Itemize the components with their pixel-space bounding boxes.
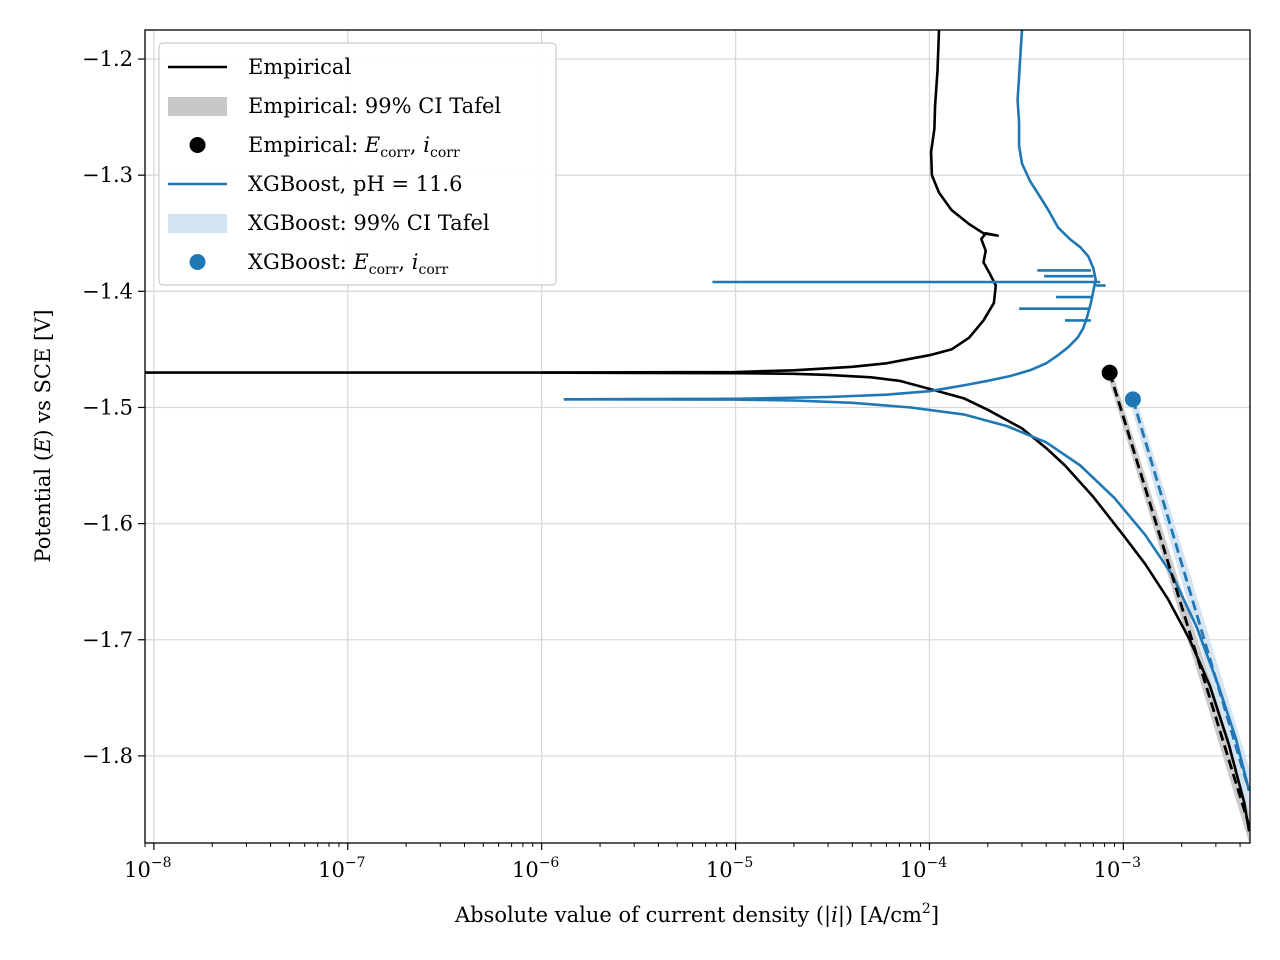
- legend-label: Empirical: Ecorr, icorr: [248, 133, 460, 161]
- legend-item: Empirical: Ecorr, icorr: [189, 133, 460, 161]
- legend-item: Empirical: [168, 55, 351, 79]
- y-tick-label: −1.8: [82, 744, 133, 768]
- y-tick-label: −1.5: [82, 395, 133, 419]
- tafel-fit-line: [1131, 398, 1251, 792]
- corrosion-point-marker: [1101, 364, 1118, 381]
- legend-label: Empirical: [248, 55, 351, 79]
- x-tick-label: 10−6: [512, 855, 559, 882]
- x-tick-label: 10−4: [900, 855, 947, 882]
- ticks: [138, 58, 1241, 850]
- y-axis-label: Potential (E) vs SCE [V]: [31, 309, 55, 562]
- legend-item: XGBoost, pH = 11.6: [168, 172, 462, 196]
- legend-label: XGBoost, pH = 11.6: [248, 172, 462, 196]
- tick-labels: 10−8 10−7 10−6 10−5 10−4 10−3 −1.2 −1.3 −1.4 −1.5…: [82, 47, 1141, 882]
- tafel-ci-band: [1129, 399, 1250, 814]
- tafel-fit-line: [1108, 372, 1251, 827]
- y-tick-label: −1.3: [82, 163, 133, 187]
- legend-band-swatch: [168, 214, 227, 233]
- legend-frame: [158, 42, 557, 286]
- corrosion-points: [1101, 364, 1141, 408]
- tafel-bands: [1106, 372, 1250, 843]
- x-tick-label: 10−8: [124, 855, 171, 882]
- legend-item: Empirical: 99% CI Tafel: [168, 94, 501, 118]
- axes-frame: [144, 29, 1251, 844]
- tafel-ci-band: [1106, 372, 1250, 843]
- y-tick-label: −1.4: [82, 279, 133, 303]
- tafel-lines: [1108, 372, 1251, 827]
- x-tick-label: 10−7: [318, 855, 365, 882]
- x-axis-label: Absolute value of current density (|i|) …: [454, 901, 939, 928]
- series-line: [563, 397, 1251, 792]
- legend-label: XGBoost: 99% CI Tafel: [248, 211, 490, 235]
- legend-marker-swatch: [189, 137, 206, 153]
- legend: Empirical Empirical: 99% CI Tafel Empirica…: [158, 42, 557, 286]
- y-tick-label: −1.2: [82, 47, 133, 71]
- y-tick-label: −1.7: [82, 628, 133, 652]
- x-tick-label: 10−5: [706, 855, 753, 882]
- series-line: [563, 29, 1097, 401]
- legend-marker-swatch: [189, 254, 206, 270]
- corrosion-point-marker: [1124, 391, 1141, 408]
- legend-item: XGBoost: 99% CI Tafel: [168, 211, 490, 235]
- legend-band-swatch: [168, 97, 227, 116]
- y-tick-label: −1.6: [82, 512, 133, 536]
- legend-item: XGBoost: Ecorr, icorr: [189, 250, 448, 278]
- legend-label: Empirical: 99% CI Tafel: [248, 94, 501, 118]
- x-tick-label: 10−3: [1094, 855, 1141, 882]
- legend-label: XGBoost: Ecorr, icorr: [248, 250, 448, 278]
- series-line: [541, 29, 1000, 374]
